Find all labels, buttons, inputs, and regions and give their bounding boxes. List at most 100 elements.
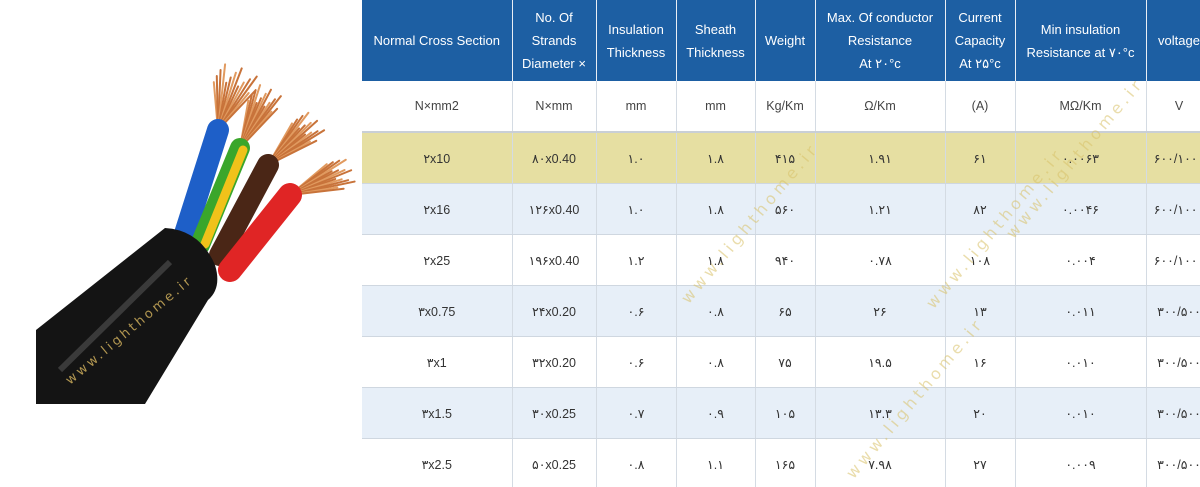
table-cell: ۳۰۰/۵۰۰ bbox=[1146, 438, 1200, 487]
table-cell: ۰.۰۰۹ bbox=[1015, 438, 1147, 487]
table-cell: ۱.۸ bbox=[676, 183, 756, 235]
header-line: Current bbox=[958, 10, 1002, 25]
table-cell: ۲۰ bbox=[945, 387, 1016, 439]
header-line: voltage bbox=[1158, 33, 1200, 48]
header-cell: No. Of Strands Diameter × bbox=[512, 0, 597, 81]
jacket-highlight bbox=[57, 259, 173, 373]
table-cell: ۲x10 bbox=[362, 132, 513, 184]
table-cell: ۱۰۵ bbox=[755, 387, 816, 439]
green-yellow-stripe bbox=[200, 145, 248, 249]
header-line: Sheath bbox=[694, 21, 737, 37]
header-line: Min insulation bbox=[1040, 21, 1121, 37]
unit-cell: V bbox=[1146, 81, 1200, 133]
blue-wire bbox=[172, 119, 229, 251]
table-cell: ۱۳.۳ bbox=[815, 387, 946, 439]
header-line: Diameter × bbox=[522, 56, 586, 71]
table-cell: ۰.۶ bbox=[596, 285, 677, 337]
unit-cell: N×mm2 bbox=[362, 81, 513, 133]
header-cell: Sheath Thickness bbox=[676, 0, 756, 81]
table-cell: ۲x25 bbox=[362, 234, 513, 286]
table-cell: ۶۰۰/۱۰۰۰ bbox=[1146, 132, 1200, 184]
table-cell: ۱.۹۱ bbox=[815, 132, 946, 184]
table-row: ۲x10 ۸۰x0.40 ۱.۰ ۱.۸ ۴۱۵ ۱.۹۱ ۶۱ ۰.۰۰۶۳ ۶۰۰/۱۰۰۰ bbox=[362, 132, 1200, 184]
table-row: ۲x25 ۱۹۶x0.40 ۱.۲ ۱.۸ ۹۴۰ ۰.۷۸ ۱۰۸ ۰.۰۰۴ ۶۰۰/۱۰۰… bbox=[362, 234, 1200, 286]
table-cell: ۱۶ bbox=[945, 336, 1016, 388]
header-cell: voltage bbox=[1146, 0, 1200, 81]
table-cell: ۲x16 bbox=[362, 183, 513, 235]
table-cell: ۰.۶ bbox=[596, 336, 677, 388]
cable-photo: www.lighthome.ir bbox=[0, 0, 362, 487]
spec-table-container: Normal Cross Section No. Of Strands Diamete… bbox=[362, 0, 1200, 487]
table-cell: ۰.۷ bbox=[596, 387, 677, 439]
table-cell: ۰.۹ bbox=[676, 387, 756, 439]
header-line: Strands bbox=[531, 33, 577, 48]
table-cell: ۶۵ bbox=[755, 285, 816, 337]
table-cell: ۲۷ bbox=[945, 438, 1016, 487]
table-cell: ۱۹۶x0.40 bbox=[512, 234, 597, 286]
table-cell: ۰.۰۱۱ bbox=[1015, 285, 1147, 337]
table-cell: ۱۹.۵ bbox=[815, 336, 946, 388]
table-cell: ۱.۰ bbox=[596, 183, 677, 235]
table-row: ۲x16 ۱۲۶x0.40 ۱.۰ ۱.۸ ۵۶۰ ۱.۲۱ ۸۲ ۰.۰۰۴۶ ۶۰۰/۱۰۰… bbox=[362, 183, 1200, 235]
table-cell: ۰.۰۰۴ bbox=[1015, 234, 1147, 286]
table-cell: ۷.۹۸ bbox=[815, 438, 946, 487]
table-cell: ۹۴۰ bbox=[755, 234, 816, 286]
table-cell: ۰.۰۰۴۶ bbox=[1015, 183, 1147, 235]
table-row: ۳x1 ۳۲x0.20 ۰.۶ ۰.۸ ۷۵ ۱۹.۵ ۱۶ ۰.۰۱۰ ۳۰۰/۵۰۰ bbox=[362, 336, 1200, 388]
cable-jacket bbox=[36, 228, 218, 404]
header-line: No. Of bbox=[535, 10, 573, 25]
table-cell: ۵۰x0.25 bbox=[512, 438, 597, 487]
header-line: Thickness bbox=[606, 44, 666, 60]
table-cell: ۸۲ bbox=[945, 183, 1016, 235]
table-cell: ۱.۸ bbox=[676, 234, 756, 286]
header-cell: Max. Of conductor Resistance At ۲۰°c bbox=[815, 0, 946, 81]
header-line: Normal Cross Section bbox=[373, 33, 500, 48]
table-cell: ۳۰x0.25 bbox=[512, 387, 597, 439]
table-cell: ۶۱ bbox=[945, 132, 1016, 184]
table-cell: ۴۱۵ bbox=[755, 132, 816, 184]
header-cell: Normal Cross Section bbox=[362, 0, 513, 81]
unit-cell: MΩ/Km bbox=[1015, 81, 1147, 133]
header-line: Resistance bbox=[847, 33, 913, 48]
table-cell: ۳۰۰/۵۰۰ bbox=[1146, 387, 1200, 439]
table-cell: ۰.۰۱۰ bbox=[1015, 387, 1147, 439]
table-cell: ۱۰۸ bbox=[945, 234, 1016, 286]
unit-cell: mm bbox=[676, 81, 756, 133]
table-cell: ۰.۷۸ bbox=[815, 234, 946, 286]
table-cell: ۰.۰۰۶۳ bbox=[1015, 132, 1147, 184]
table-cell: ۳۰۰/۵۰۰ bbox=[1146, 336, 1200, 388]
header-line: Resistance at ۷۰°c bbox=[1026, 44, 1135, 60]
table-cell: ۸۰x0.40 bbox=[512, 132, 597, 184]
table-cell: ۰.۸ bbox=[676, 336, 756, 388]
table-cell: ۰.۰۱۰ bbox=[1015, 336, 1147, 388]
table-cell: ۱.۲ bbox=[596, 234, 677, 286]
table-cell: ۶۰۰/۱۰۰۰ bbox=[1146, 234, 1200, 286]
unit-cell: Kg/Km bbox=[755, 81, 816, 133]
header-line: Insulation bbox=[608, 21, 664, 37]
units-row: N×mm2 N×mm mm mm Kg/Km Ω/Km (A) MΩ/Km V bbox=[362, 81, 1200, 133]
header-line: Thickness bbox=[686, 44, 745, 60]
table-body: N×mm2 N×mm mm mm Kg/Km Ω/Km (A) MΩ/Km V ۲x10 ۸۰x0… bbox=[362, 81, 1200, 487]
header-line: Capacity bbox=[954, 33, 1006, 48]
table-cell: ۱.۱ bbox=[676, 438, 756, 487]
header-cell: Current Capacity At ۲۵°c bbox=[945, 0, 1016, 81]
cable-spec-table: Normal Cross Section No. Of Strands Diamete… bbox=[362, 0, 1200, 487]
table-cell: ۳x2.5 bbox=[362, 438, 513, 487]
header-line: Max. Of conductor bbox=[826, 10, 934, 25]
table-cell: ۲۴x0.20 bbox=[512, 285, 597, 337]
table-cell: ۳x0.75 bbox=[362, 285, 513, 337]
table-cell: ۰.۸ bbox=[676, 285, 756, 337]
brown-wire bbox=[209, 154, 279, 266]
header-line: At ۲۰°c bbox=[859, 56, 901, 71]
header-line: At ۲۵°c bbox=[959, 56, 1001, 71]
header-cell: Min insulation Resistance at ۷۰°c bbox=[1015, 0, 1147, 81]
table-row: ۳x2.5 ۵۰x0.25 ۰.۸ ۱.۱ ۱۶۵ ۷.۹۸ ۲۷ ۰.۰۰۹ ۳۰۰/۵۰۰ bbox=[362, 438, 1200, 487]
table-cell: ۱۳ bbox=[945, 285, 1016, 337]
header-cell: Weight bbox=[755, 0, 816, 81]
table-cell: ۶۰۰/۱۰۰۰ bbox=[1146, 183, 1200, 235]
table-cell: ۱.۲۱ bbox=[815, 183, 946, 235]
header-line: Weight bbox=[764, 33, 806, 48]
unit-cell: Ω/Km bbox=[815, 81, 946, 133]
table-cell: ۳x1.5 bbox=[362, 387, 513, 439]
table-cell: ۲۶ bbox=[815, 285, 946, 337]
